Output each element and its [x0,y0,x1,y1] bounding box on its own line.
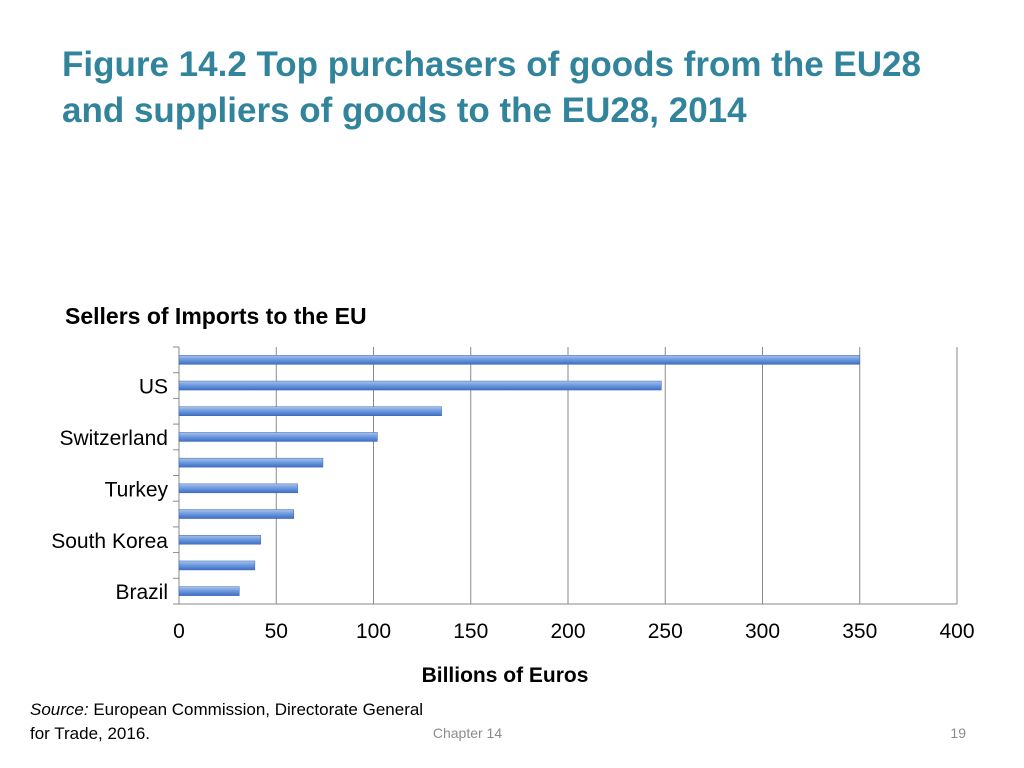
y-category-label: Turkey [105,478,169,501]
x-tick-label: 200 [550,620,585,643]
labels: 0 50 100 150 200 250 300 350 400 US Switzerland Tur… [51,376,974,643]
bar [178,509,295,519]
page-number: 19 [950,725,966,741]
x-tick-label: 350 [842,620,877,643]
source-note: Source: European Commission, Directorate… [30,698,430,746]
bar [178,483,298,494]
chart-title: Sellers of Imports to the EU [65,303,367,329]
footer-chapter: Chapter 14 [432,725,503,741]
source-text: European Commission, Directorate General… [30,700,424,743]
x-tick-label: 100 [356,620,391,643]
x-tick-label: 50 [265,620,288,643]
slide-title: Figure 14.2 Top purchasers of goods from… [62,45,921,130]
bar [178,406,442,416]
bar [178,535,261,545]
bar [178,560,256,571]
bar [178,432,378,442]
bars [178,355,860,596]
y-category-label: Switzerland [59,427,168,450]
x-tick-label: 250 [648,620,683,643]
bar [178,586,240,596]
y-category-label: South Korea [51,530,168,553]
source-label: Source: [30,700,89,719]
x-tick-label: 400 [939,620,974,643]
bar [178,380,662,391]
y-category-label: Brazil [115,581,168,604]
x-tick-label: 300 [745,620,780,643]
y-category-label: US [139,376,168,399]
bar [178,355,860,365]
bar [178,457,324,468]
x-tick-label: 150 [453,620,488,643]
x-tick-label: 0 [173,620,185,643]
x-axis-title: Billions of Euros [421,664,589,687]
